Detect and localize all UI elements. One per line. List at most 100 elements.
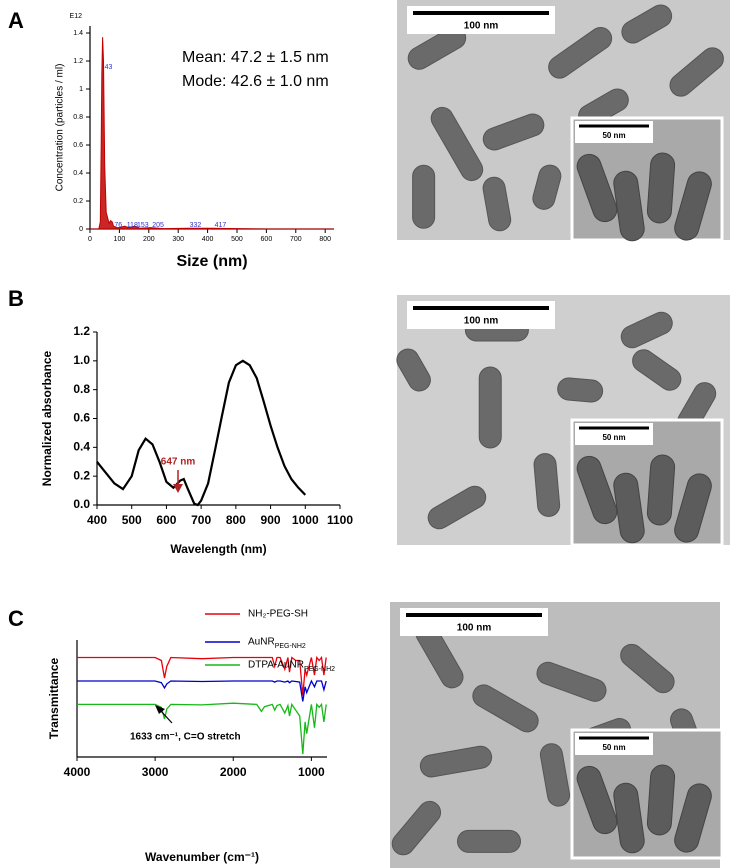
scale-bar-label: 100 nm <box>464 316 499 327</box>
x-axis-label: Wavenumber (cm⁻¹) <box>145 850 259 864</box>
x-tick-label: 1100 <box>327 513 353 527</box>
nanorod <box>539 743 571 807</box>
legend-subscript: PEG-NH2 <box>304 666 335 673</box>
nanorod <box>621 4 673 44</box>
x-tick-label: 800 <box>319 236 331 243</box>
x-tick-label: 700 <box>191 513 211 527</box>
nanorod <box>482 113 545 151</box>
y-axis-label: Normalized absorbance <box>40 350 54 486</box>
y-tick-label: 1.2 <box>73 58 83 65</box>
annotation: 647 nm <box>161 457 196 468</box>
nanorod <box>620 643 675 694</box>
plots: 0 100 200 300 400 500 600 700 80000.20.40.60.811… <box>40 13 353 864</box>
x-tick-label: 700 <box>290 236 302 243</box>
nanorod <box>557 377 604 403</box>
line <box>77 702 327 755</box>
chart: 4000 3000 2000 1000 Wavenumber (cm⁻¹) Transmi… <box>47 609 335 865</box>
arrow-head <box>155 705 165 714</box>
y-tick-label: 1 <box>79 86 83 93</box>
y-axis-label: Concentration (particles / ml) <box>55 64 66 192</box>
scale-bar-label: 50 nm <box>602 131 625 140</box>
nanorod <box>613 170 645 242</box>
panel-label: A <box>8 8 24 33</box>
nanorod <box>412 164 436 229</box>
scale-bar-label: 100 nm <box>457 623 492 634</box>
y-axis-label: Transmittance <box>47 657 61 739</box>
peak-label: 417 <box>215 222 227 229</box>
y-tick-label: 0.2 <box>73 198 83 205</box>
x-tick-label: 600 <box>261 236 273 243</box>
y-tick-label: 0.8 <box>73 114 83 121</box>
line <box>77 679 327 702</box>
legend-label: NH₂-PEG-SH <box>248 609 308 620</box>
x-tick-label: 200 <box>143 236 155 243</box>
nanorod <box>669 47 724 97</box>
y-tick-label: 0.6 <box>73 411 90 425</box>
nanorod <box>396 348 431 392</box>
y-tick-label: 0.2 <box>73 468 90 482</box>
annotation: Mode: 42.6 ± 1.0 nm <box>182 73 329 90</box>
x-tick-label: 4000 <box>64 765 91 779</box>
x-tick-label: 0 <box>88 236 92 243</box>
nanorod <box>646 152 676 224</box>
x-tick-label: 1000 <box>292 513 319 527</box>
nanorod <box>430 106 484 182</box>
nanorod <box>391 800 442 856</box>
y-tick-label: 1.4 <box>73 30 83 37</box>
annotation: Mean: 47.2 ± 1.5 nm <box>182 49 329 66</box>
y-tick-label: 0.6 <box>73 142 83 149</box>
nanorod <box>674 171 712 241</box>
peak-label: 332 <box>190 222 202 229</box>
nanorod <box>478 366 502 449</box>
x-axis-label: Wavelength (nm) <box>170 542 266 556</box>
x-tick-label: 1000 <box>298 765 325 779</box>
x-tick-label: 400 <box>87 513 107 527</box>
peak-label: 76 <box>114 222 122 229</box>
nanorod <box>613 472 645 544</box>
nanorod <box>457 829 521 853</box>
area <box>90 37 334 230</box>
peak-label: 118 <box>127 222 138 229</box>
x-tick-label: 500 <box>122 513 142 527</box>
y-tick-label: 0.0 <box>73 497 90 511</box>
y-tick-label: 0.8 <box>73 382 90 396</box>
panel-label: B <box>8 286 24 311</box>
y-tick-label: 0.4 <box>73 170 83 177</box>
nanorod <box>536 661 607 702</box>
scale-bar-box <box>407 6 555 34</box>
x-tick-label: 2000 <box>220 765 247 779</box>
nanorod <box>646 454 676 526</box>
y-tick-label: 1.2 <box>73 324 90 338</box>
x-tick-label: 900 <box>261 513 281 527</box>
x-tick-label: 300 <box>172 236 184 243</box>
nanorod <box>613 782 645 854</box>
y-tick-label: 0.4 <box>73 440 90 454</box>
nanorod <box>576 455 618 525</box>
legend-label: DTPA-AuNR <box>248 660 304 671</box>
nanorod <box>419 745 493 778</box>
tem-images: 100 nm 50 nm 100 nm 50 nm 100 nm 50 nm <box>390 0 730 868</box>
nanorod <box>472 684 539 733</box>
nanorod <box>674 783 712 853</box>
scale-bar-label: 100 nm <box>464 21 499 32</box>
arrow <box>159 709 173 724</box>
nanorod <box>533 453 561 517</box>
nanorod <box>482 176 512 232</box>
scale-bar-label: 50 nm <box>602 433 625 442</box>
x-tick-label: 100 <box>114 236 126 243</box>
peak-label: 205 <box>152 222 164 229</box>
arrow-head <box>173 484 183 493</box>
scale-bar-box <box>400 608 548 636</box>
x-tick-label: 500 <box>231 236 243 243</box>
nanorod <box>674 473 712 543</box>
peak-label: 153 <box>137 222 149 229</box>
y-tick-label: 1.0 <box>73 353 90 367</box>
x-axis-label: Size (nm) <box>176 253 247 270</box>
x-tick-label: 3000 <box>142 765 169 779</box>
x-tick-label: 800 <box>226 513 246 527</box>
nanorod <box>646 764 676 836</box>
nanorod <box>427 485 487 530</box>
y-tick-label: 0 <box>79 226 83 233</box>
nanorod <box>532 164 562 210</box>
legend-label: AuNR <box>248 637 275 648</box>
